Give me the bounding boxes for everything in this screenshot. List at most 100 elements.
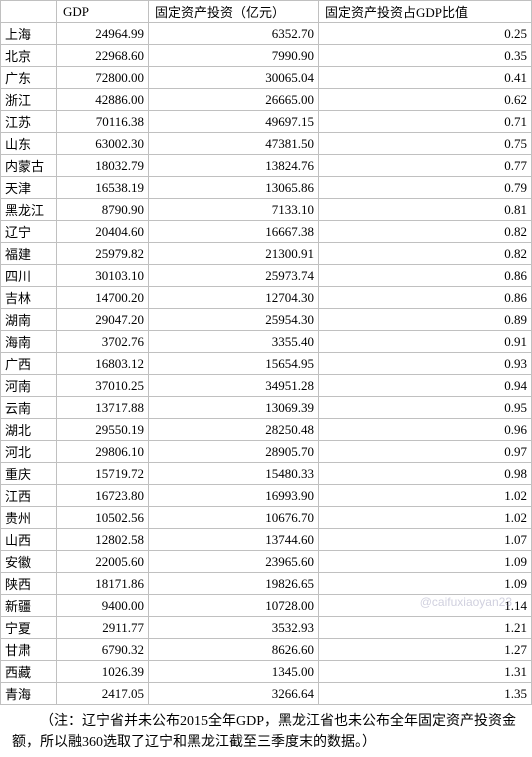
table-row: 北京22968.607990.900.35 [1,45,532,67]
table-cell: 0.89 [319,309,532,331]
table-cell: 1.07 [319,529,532,551]
table-cell: 29550.19 [57,419,149,441]
table-cell: 3355.40 [149,331,319,353]
table-cell: 70116.38 [57,111,149,133]
col-header-gdp: GDP [57,1,149,23]
table-row: 贵州10502.5610676.701.02 [1,507,532,529]
table-cell: 0.91 [319,331,532,353]
table-cell: 西藏 [1,661,57,683]
table-row: 四川30103.1025973.740.86 [1,265,532,287]
table-cell: 0.97 [319,441,532,463]
table-cell: 0.86 [319,265,532,287]
table-cell: 山西 [1,529,57,551]
table-cell: 1.21 [319,617,532,639]
table-cell: 0.71 [319,111,532,133]
table-cell: 18171.86 [57,573,149,595]
table-cell: 山东 [1,133,57,155]
table-row: 辽宁20404.6016667.380.82 [1,221,532,243]
table-row: 上海24964.996352.700.25 [1,23,532,45]
table-cell: 7133.10 [149,199,319,221]
table-row: 云南13717.8813069.390.95 [1,397,532,419]
table-cell: 广东 [1,67,57,89]
table-cell: 13069.39 [149,397,319,419]
table-row: 浙江42886.0026665.000.62 [1,89,532,111]
table-cell: 1.02 [319,485,532,507]
table-cell: 9400.00 [57,595,149,617]
table-cell: 1.09 [319,551,532,573]
table-cell: 49697.15 [149,111,319,133]
table-cell: 25973.74 [149,265,319,287]
table-cell: 16667.38 [149,221,319,243]
table-cell: 25954.30 [149,309,319,331]
table-cell: 42886.00 [57,89,149,111]
table-cell: 30065.04 [149,67,319,89]
table-cell: 0.86 [319,287,532,309]
table-cell: 0.62 [319,89,532,111]
table-cell: 20404.60 [57,221,149,243]
table-cell: 0.82 [319,221,532,243]
table-cell: 宁夏 [1,617,57,639]
table-cell: 47381.50 [149,133,319,155]
table-cell: 19826.65 [149,573,319,595]
table-cell: 13824.76 [149,155,319,177]
data-table-container: GDP 固定资产投资（亿元） 固定资产投资占GDP比值 上海24964.9963… [0,0,532,705]
table-row: 重庆15719.7215480.330.98 [1,463,532,485]
table-cell: 13065.86 [149,177,319,199]
table-header-row: GDP 固定资产投资（亿元） 固定资产投资占GDP比值 [1,1,532,23]
table-cell: 2417.05 [57,683,149,705]
table-cell: 16538.19 [57,177,149,199]
table-cell: 22968.60 [57,45,149,67]
table-cell: 13717.88 [57,397,149,419]
table-row: 陕西18171.8619826.651.09 [1,573,532,595]
table-cell: 0.82 [319,243,532,265]
table-cell: 0.81 [319,199,532,221]
table-body: 上海24964.996352.700.25北京22968.607990.900.… [1,23,532,705]
table-cell: 72800.00 [57,67,149,89]
table-cell: 12802.58 [57,529,149,551]
table-row: 山西12802.5813744.601.07 [1,529,532,551]
table-cell: 29806.10 [57,441,149,463]
table-cell: 34951.28 [149,375,319,397]
table-cell: 1.09 [319,573,532,595]
table-cell: 1.35 [319,683,532,705]
table-cell: 16993.90 [149,485,319,507]
table-row: 甘肃6790.328626.601.27 [1,639,532,661]
table-row: 天津16538.1913065.860.79 [1,177,532,199]
col-header-province [1,1,57,23]
table-cell: 0.94 [319,375,532,397]
table-cell: 10502.56 [57,507,149,529]
table-cell: 陕西 [1,573,57,595]
table-cell: 黑龙江 [1,199,57,221]
table-cell: 1.27 [319,639,532,661]
table-cell: 安徽 [1,551,57,573]
table-cell: 26665.00 [149,89,319,111]
table-cell: 13744.60 [149,529,319,551]
table-row: 河南37010.2534951.280.94 [1,375,532,397]
table-cell: 18032.79 [57,155,149,177]
table-cell: 江苏 [1,111,57,133]
table-row: 湖北29550.1928250.480.96 [1,419,532,441]
table-cell: 16723.80 [57,485,149,507]
table-row: 湖南29047.2025954.300.89 [1,309,532,331]
table-cell: 云南 [1,397,57,419]
table-cell: 8790.90 [57,199,149,221]
table-cell: 0.77 [319,155,532,177]
table-cell: 海南 [1,331,57,353]
table-cell: 1345.00 [149,661,319,683]
table-cell: 0.95 [319,397,532,419]
table-cell: 辽宁 [1,221,57,243]
table-cell: 0.93 [319,353,532,375]
table-cell: 22005.60 [57,551,149,573]
table-cell: 吉林 [1,287,57,309]
table-cell: 浙江 [1,89,57,111]
table-row: 新疆9400.0010728.001.14 [1,595,532,617]
table-cell: 0.96 [319,419,532,441]
table-row: 海南3702.763355.400.91 [1,331,532,353]
table-row: 黑龙江8790.907133.100.81 [1,199,532,221]
table-row: 福建25979.8221300.910.82 [1,243,532,265]
table-cell: 1.14 [319,595,532,617]
table-cell: 16803.12 [57,353,149,375]
table-cell: 内蒙古 [1,155,57,177]
table-cell: 10728.00 [149,595,319,617]
table-cell: 15719.72 [57,463,149,485]
